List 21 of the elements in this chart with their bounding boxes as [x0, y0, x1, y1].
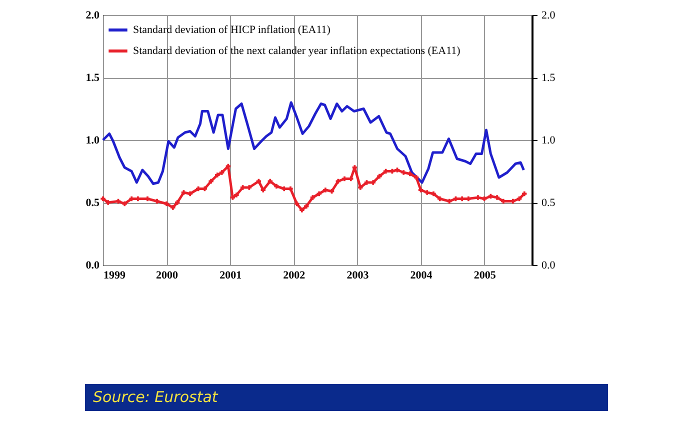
x-tick-label: 2004: [410, 270, 433, 282]
x-tick-label: 2001: [220, 270, 242, 282]
y2-tick-label: 1.0: [542, 134, 556, 146]
y2-tick-label: 0.0: [542, 260, 556, 272]
legend-label: Standard deviation of HICP inflation (EA11): [133, 24, 331, 36]
x-tick-label: 1999: [104, 270, 126, 282]
x-tick-label: 2002: [283, 270, 306, 282]
x-tick-label: 2005: [474, 270, 496, 282]
y-tick-label: 2.0: [86, 10, 100, 22]
y-tick-label: 0.5: [86, 197, 100, 209]
x-tick-label: 2003: [346, 270, 370, 282]
y2-tick-label: 0.5: [542, 197, 556, 209]
line-series: [102, 101, 525, 185]
y-tick-label: 0.0: [86, 260, 100, 272]
legend-label: Standard deviation of the next calander year inflation expectations (EA11): [133, 45, 461, 57]
source-note: Source: Eurostat: [93, 388, 218, 406]
y2-tick-label: 2.0: [542, 10, 556, 22]
y-tick-label: 1.0: [86, 134, 100, 146]
x-tick-label: 2000: [156, 270, 179, 282]
y-tick-label: 1.5: [86, 72, 100, 84]
y2-tick-label: 1.5: [542, 72, 556, 84]
